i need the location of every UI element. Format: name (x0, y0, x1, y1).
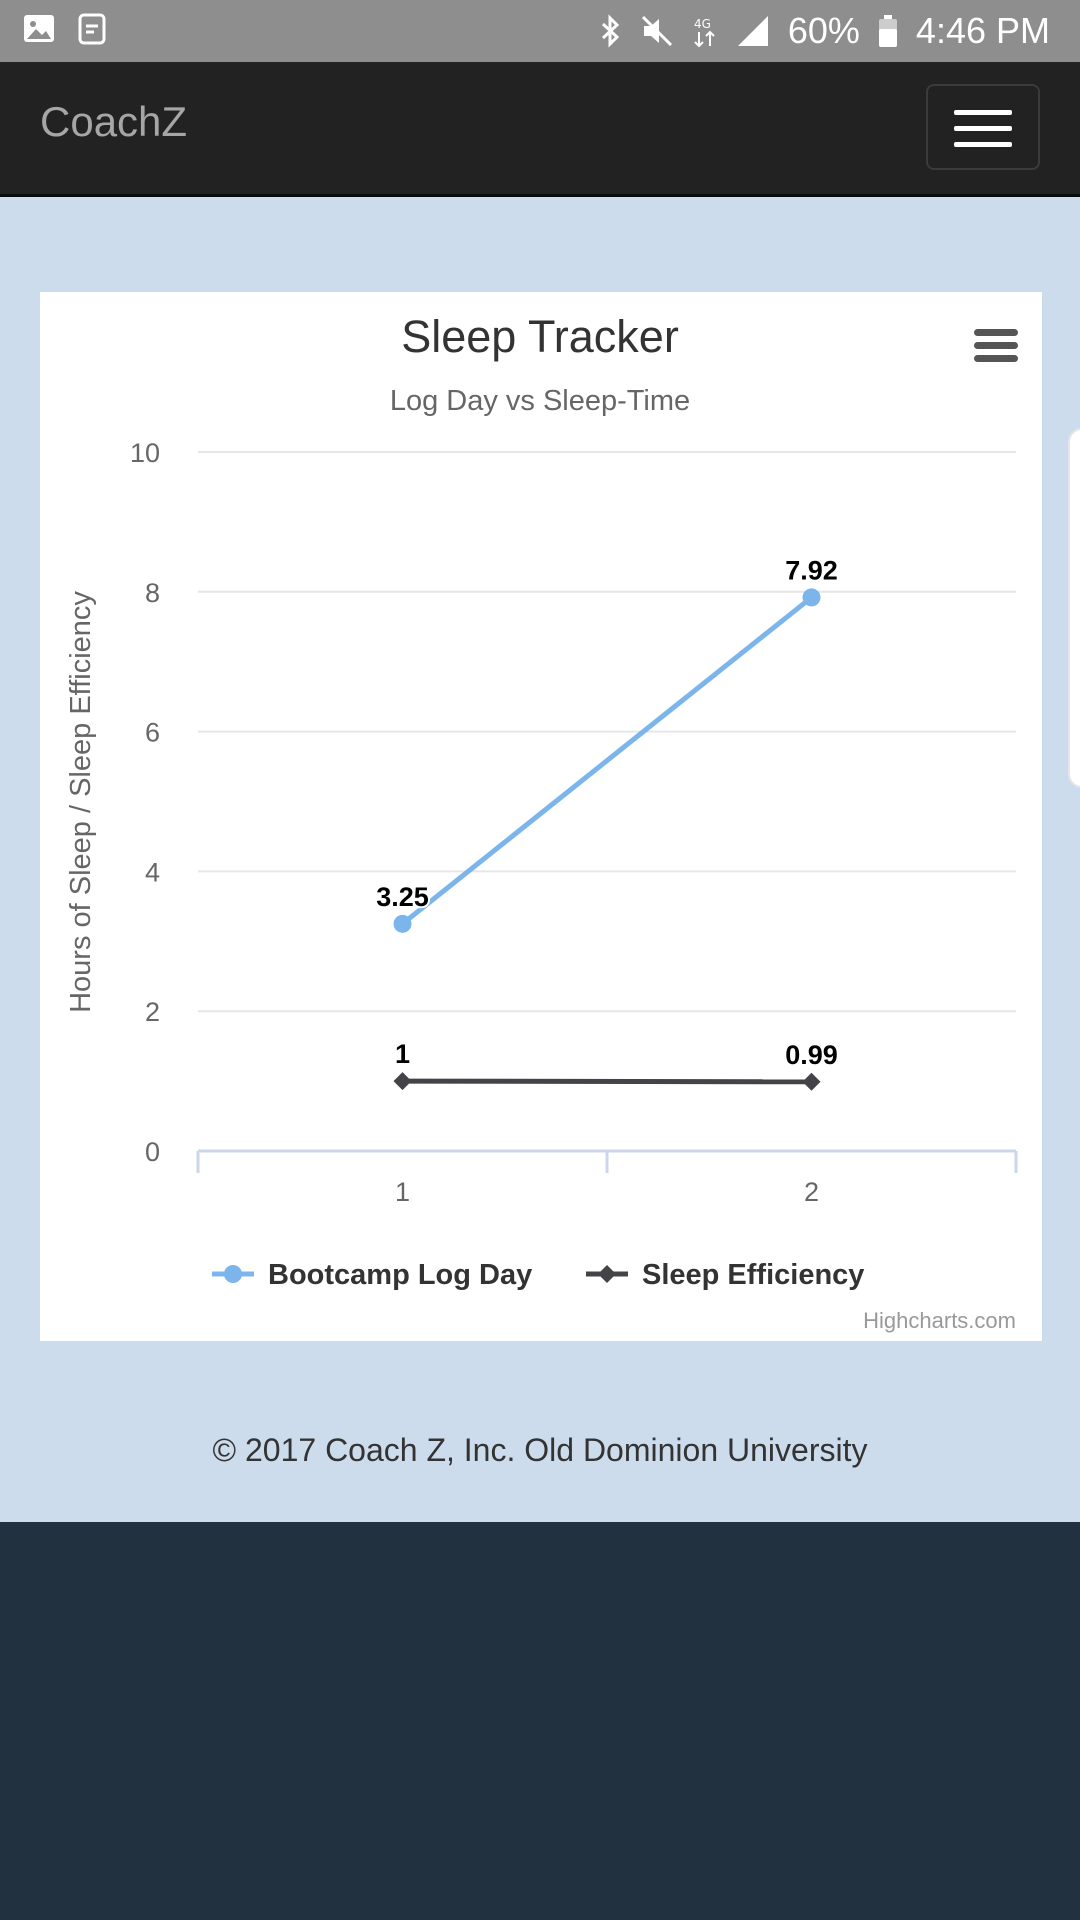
status-bar: 4G 60% 4:46 PM (0, 0, 1080, 62)
brand-logo[interactable]: CoachZ (40, 98, 188, 145)
battery-percent: 60% (787, 10, 860, 51)
y-axis-title: Hours of Sleep / Sleep Efficiency (65, 591, 97, 1013)
image-icon (22, 12, 56, 46)
chart-subtitle: Log Day vs Sleep-Time (390, 385, 690, 417)
chart-title: Sleep Tracker (401, 311, 679, 362)
data-label: 7.92 (785, 555, 838, 585)
top-navbar: CoachZ (0, 62, 1080, 197)
data-label: 1 (395, 1039, 410, 1069)
svg-text:4G: 4G (694, 17, 711, 31)
footer-copyright: © 2017 Coach Z, Inc. Old Dominion Univer… (212, 1432, 868, 1468)
y-tick-label: 6 (145, 718, 160, 748)
chart-credits[interactable]: Highcharts.com (863, 1308, 1016, 1333)
hamburger-icon (974, 329, 1018, 362)
legend-symbol (598, 1265, 616, 1283)
series-line (400, 595, 814, 926)
legend-label: Bootcamp Log Day (268, 1259, 532, 1291)
battery-icon (878, 14, 898, 48)
x-tick-label: 2 (804, 1177, 819, 1207)
bluetooth-icon (600, 14, 622, 48)
legend-symbol (224, 1265, 242, 1283)
y-tick-label: 0 (145, 1137, 160, 1167)
chart-export-menu-button[interactable] (964, 327, 1026, 377)
y-tick-label: 2 (145, 997, 160, 1027)
x-tick-label: 1 (395, 1177, 410, 1207)
reminder-icon (76, 12, 110, 46)
data-label: 0.99 (785, 1040, 838, 1070)
page-bottom (0, 1522, 1080, 1920)
series-line (402, 1078, 812, 1085)
side-scroll-handle[interactable] (1068, 428, 1080, 788)
status-time: 4:46 PM (915, 10, 1050, 51)
data-point[interactable] (393, 914, 412, 933)
data-point[interactable] (393, 1072, 412, 1091)
legend-item[interactable]: Bootcamp Log Day (212, 1259, 532, 1291)
y-tick-label: 8 (145, 578, 160, 608)
nav-menu-button[interactable] (926, 84, 1040, 170)
data-point[interactable] (802, 588, 821, 607)
data-label: 3.25 (376, 882, 429, 912)
legend-label: Sleep Efficiency (642, 1259, 864, 1291)
y-tick-label: 4 (145, 857, 160, 887)
legend-item[interactable]: Sleep Efficiency (586, 1259, 864, 1291)
y-tick-label: 10 (130, 438, 160, 468)
data-point[interactable] (802, 1072, 821, 1091)
signal-icon (736, 14, 770, 48)
mute-icon (640, 14, 674, 48)
data-4g-icon: 4G (692, 14, 718, 48)
sleep-chart-card: 0 2 4 6 8 10 1 2 3.25 7.92 1 0.99 Sleep Tracker Lo… (40, 292, 1042, 1341)
